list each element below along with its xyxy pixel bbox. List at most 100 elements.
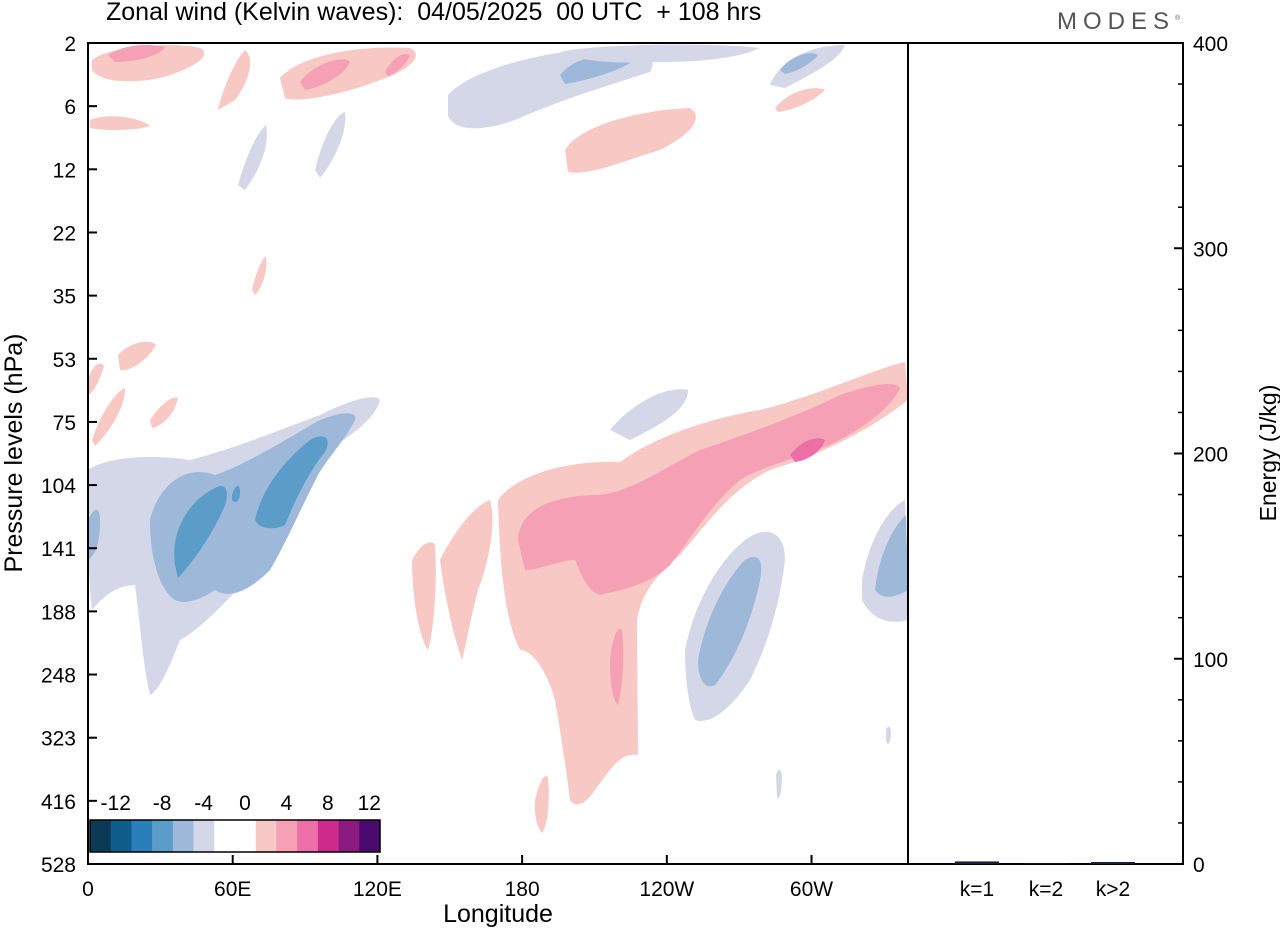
y-tick-label: 12 (53, 159, 76, 182)
y-tick-label: 75 (53, 412, 76, 435)
x-tick-label: 60W (790, 878, 833, 901)
energy-axis-label: Energy (J/kg) (1255, 385, 1280, 522)
contour-neg-top-4 (238, 125, 267, 190)
contour-neg-top-2 (560, 44, 760, 63)
y-tick-label: 416 (41, 791, 76, 814)
colorbar-swatch (235, 820, 257, 852)
colorbar-label: 12 (358, 792, 381, 815)
energy-tick-label: 100 (1193, 649, 1228, 672)
energy-axis: 0 100 200 300 400 (1174, 33, 1228, 877)
logo-text: MODES (1057, 8, 1176, 35)
colorbar-swatch (297, 820, 319, 852)
longitude-axis: 0 60E 120E 180 120W 60W (82, 855, 833, 901)
energy-category-label: k=2 (1029, 878, 1063, 901)
contour-pos-mid-4 (92, 388, 126, 446)
colorbar-swatch (338, 820, 360, 852)
y-tick-label: 22 (53, 222, 76, 245)
x-axis-label: Longitude (443, 900, 553, 928)
energy-tick-label: 300 (1193, 238, 1228, 261)
registered-mark: ® (1175, 15, 1181, 22)
colorbar-swatch (152, 820, 174, 852)
colorbar-label: -12 (101, 792, 131, 815)
contour-neg-top-3b (780, 53, 818, 74)
energy-bar (955, 861, 999, 864)
colorbar-frame (89, 819, 381, 853)
plot-frame (87, 42, 909, 865)
x-tick-label: 120E (353, 878, 402, 901)
colorbar-label: 0 (239, 792, 251, 815)
contour-neg-12c (232, 485, 240, 503)
x-tick-label: 180 (505, 878, 540, 901)
colorbar-label: 8 (322, 792, 334, 815)
contour-pos-12 (790, 438, 825, 462)
contour-pos-mid-2 (118, 341, 156, 371)
contour-pos-top-4 (90, 116, 150, 130)
y-tick-label: 104 (41, 475, 76, 498)
contour-pos-mid-5 (150, 397, 178, 428)
y-tick-label: 2 (64, 33, 76, 56)
y-tick-label: 323 (41, 728, 76, 751)
y-tick-label: 53 (53, 349, 76, 372)
contour-neg-mid-1 (610, 389, 688, 440)
contour-pos-top-5 (565, 108, 696, 173)
energy-bars: k=1 k=2 k>2 (955, 861, 1135, 901)
contour-neg-top-3 (770, 45, 845, 88)
colorbar-swatch (131, 820, 153, 852)
energy-tick-label: 0 (1193, 854, 1205, 877)
colorbar-swatch (172, 820, 194, 852)
x-tick-label: 120W (639, 878, 694, 901)
contour-neg-right-8b (875, 515, 908, 597)
colorbar-label: -4 (194, 792, 213, 815)
contour-pos-top-2 (280, 47, 416, 100)
contour-pos-top-2c (385, 53, 410, 76)
colorbar-label: 4 (281, 792, 293, 815)
contour-pos-top-2b (300, 59, 350, 90)
colorbar-swatch (193, 820, 215, 852)
contour-pos-low-1 (534, 776, 549, 833)
colorbar-label: -8 (153, 792, 172, 815)
contour-neg-12b (255, 436, 328, 529)
contour-pos-top-1b (108, 44, 165, 62)
contour-pos-mid-1 (252, 256, 267, 295)
contour-neg-12 (174, 485, 227, 578)
colorbar-swatch (276, 820, 298, 852)
x-tick-label: 60E (214, 878, 251, 901)
y-tick-label: 248 (41, 665, 76, 688)
y-tick-label: 6 (64, 96, 76, 119)
energy-bar (1024, 863, 1068, 864)
contour-pos-4 (498, 362, 908, 805)
energy-tick-label: 200 (1193, 444, 1228, 467)
energy-tick-label: 400 (1193, 33, 1228, 56)
pressure-axis: 2 6 12 22 35 53 75 104 141 188 248 323 416 528 (41, 33, 97, 877)
x-tick-label: 0 (82, 878, 94, 901)
contour-neg-right-8 (698, 556, 762, 687)
energy-category-label: k>2 (1096, 878, 1130, 901)
colorbar-swatch (214, 820, 236, 852)
contour-pos-side-1 (412, 542, 436, 650)
y-tick-label: 141 (41, 538, 76, 561)
modes-logo: MODES® (1057, 8, 1180, 36)
contour-neg-small2 (886, 726, 891, 744)
colorbar-swatch (90, 820, 112, 852)
energy-panel-frame (908, 42, 1184, 865)
chart-title: Zonal wind (Kelvin waves): 04/05/2025 00… (106, 0, 762, 26)
colorbar-swatch (317, 820, 339, 852)
contour-pos-top-6 (775, 88, 825, 112)
y-tick-label: 35 (53, 286, 76, 309)
energy-category-label: k=1 (960, 878, 994, 901)
colorbar: -12 -8 -4 0 4 8 12 (89, 792, 381, 853)
y-axis-label: Pressure levels (hPa) (0, 334, 28, 573)
contour-neg-top-5 (315, 112, 346, 178)
contour-pos-8b (610, 629, 624, 705)
contour-pos-mid-3 (88, 363, 104, 395)
colorbar-swatch (359, 820, 381, 852)
contour-pos-8 (518, 384, 900, 595)
contour-pos-top-3 (218, 50, 251, 110)
colorbar-swatch (110, 820, 132, 852)
contour-neg-small (776, 769, 782, 799)
colorbar-swatch (255, 820, 277, 852)
contour-field (88, 44, 908, 833)
contour-pos-side-2 (440, 500, 493, 660)
energy-bar (1091, 862, 1135, 864)
